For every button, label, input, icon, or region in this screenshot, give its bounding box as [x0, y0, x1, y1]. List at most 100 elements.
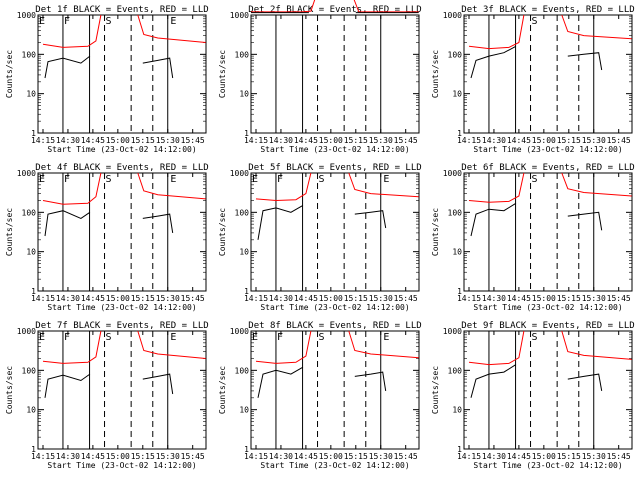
panel-title: Det 5f BLACK = Events, RED = LLD	[248, 163, 421, 173]
y-tick-label: 10	[452, 90, 462, 99]
x-tick-label: 14:45	[81, 452, 105, 461]
y-tick-label: 1000	[230, 169, 249, 178]
y-tick-label: 1	[244, 445, 249, 454]
y-tick-label: 100	[235, 366, 250, 375]
series-line-lld	[137, 172, 206, 200]
x-tick-label: 14:15	[457, 452, 481, 461]
event-marker-label: S	[319, 174, 325, 185]
y-axis-label: Counts/sec	[431, 366, 440, 414]
x-tick-label: 14:15	[31, 452, 55, 461]
x-tick-label: 15:30	[369, 136, 393, 145]
panel-title: Det 9f BLACK = Events, RED = LLD	[461, 321, 634, 331]
y-tick-label: 100	[448, 208, 463, 217]
x-tick-label: 15:45	[394, 294, 418, 303]
panel-title: Det 1f BLACK = Events, RED = LLD	[35, 5, 208, 15]
series-line-lld	[353, 0, 419, 13]
y-tick-label: 1000	[230, 327, 249, 336]
x-axis-label: Start Time (23-Oct-02 14:12:00)	[473, 461, 622, 470]
x-tick-label: 15:30	[156, 452, 180, 461]
series-line-lld	[468, 172, 525, 203]
x-tick-label: 15:30	[156, 136, 180, 145]
event-marker-label: S	[532, 174, 538, 185]
y-axis-label: Counts/sec	[218, 208, 227, 256]
series-line-lld	[251, 0, 316, 13]
event-marker-label: F	[64, 332, 70, 343]
x-tick-label: 14:45	[507, 294, 531, 303]
y-tick-label: 10	[452, 406, 462, 415]
event-marker-label: S	[532, 332, 538, 343]
y-tick-label: 1	[31, 287, 36, 296]
y-tick-label: 10	[239, 248, 249, 257]
x-tick-label: 14:15	[31, 136, 55, 145]
y-tick-label: 1000	[230, 11, 249, 20]
x-tick-label: 15:45	[394, 136, 418, 145]
panel-title: Det 8f BLACK = Events, RED = LLD	[248, 321, 421, 331]
y-tick-label: 100	[22, 366, 37, 375]
event-marker-label: E	[252, 174, 258, 185]
series-line-events	[567, 211, 603, 231]
x-tick-label: 15:00	[106, 294, 130, 303]
x-tick-label: 15:45	[181, 294, 205, 303]
panel-det-9: Det 9f BLACK = Events, RED = LLD 14:15 14:…	[431, 321, 635, 470]
y-tick-label: 100	[22, 208, 37, 217]
x-axis-label: Start Time (23-Oct-02 14:12:00)	[47, 461, 196, 470]
x-tick-label: 14:30	[482, 136, 506, 145]
x-tick-label: 14:30	[269, 294, 293, 303]
x-tick-label: 14:45	[507, 452, 531, 461]
series-line-events	[142, 57, 174, 79]
y-tick-label: 10	[26, 406, 36, 415]
x-tick-label: 14:30	[56, 136, 80, 145]
event-marker-label: E	[39, 174, 45, 185]
y-axis-label: Counts/sec	[218, 366, 227, 414]
x-tick-label: 15:15	[344, 294, 368, 303]
event-marker-label: E	[39, 16, 45, 27]
y-tick-label: 1	[457, 129, 462, 138]
x-tick-label: 15:00	[532, 136, 556, 145]
series-line-lld	[137, 330, 206, 359]
y-tick-label: 100	[235, 50, 250, 59]
y-tick-label: 100	[22, 50, 37, 59]
y-tick-label: 1	[244, 287, 249, 296]
x-tick-label: 15:00	[532, 452, 556, 461]
plot-frame	[250, 172, 420, 292]
plot-frame	[37, 172, 207, 292]
x-tick-label: 15:30	[369, 452, 393, 461]
x-tick-label: 14:15	[244, 136, 268, 145]
event-marker-label: S	[532, 16, 538, 27]
series-line-events	[470, 45, 517, 79]
x-tick-label: 15:15	[344, 136, 368, 145]
series-line-events	[142, 373, 174, 395]
series-line-events	[567, 52, 603, 71]
plot-frame	[463, 14, 633, 134]
y-tick-label: 1000	[443, 169, 462, 178]
series-line-lld	[348, 330, 419, 359]
y-axis-label: Counts/sec	[218, 50, 227, 98]
x-tick-label: 14:45	[294, 294, 318, 303]
x-tick-label: 15:00	[106, 452, 130, 461]
x-tick-label: 15:00	[106, 136, 130, 145]
series-line-events	[44, 210, 91, 237]
event-marker-label: S	[106, 332, 112, 343]
x-axis-label: Start Time (23-Oct-02 14:12:00)	[47, 303, 196, 312]
y-tick-label: 1000	[443, 11, 462, 20]
y-tick-label: 1	[457, 445, 462, 454]
plot-frame	[37, 14, 207, 134]
event-marker-label: F	[64, 16, 70, 27]
series-line-lld	[468, 14, 525, 50]
y-axis-label: Counts/sec	[5, 366, 14, 414]
series-line-events	[567, 373, 603, 391]
event-marker-label: E	[170, 332, 176, 343]
y-tick-label: 1000	[443, 327, 462, 336]
event-marker-label: S	[319, 332, 325, 343]
y-tick-label: 10	[239, 406, 249, 415]
x-tick-label: 14:15	[244, 294, 268, 303]
event-marker-label: E	[383, 174, 389, 185]
y-tick-label: 1	[31, 445, 36, 454]
x-tick-label: 15:30	[582, 452, 606, 461]
x-tick-label: 15:45	[181, 452, 205, 461]
x-tick-label: 15:00	[319, 452, 343, 461]
plot-frame	[250, 330, 420, 450]
